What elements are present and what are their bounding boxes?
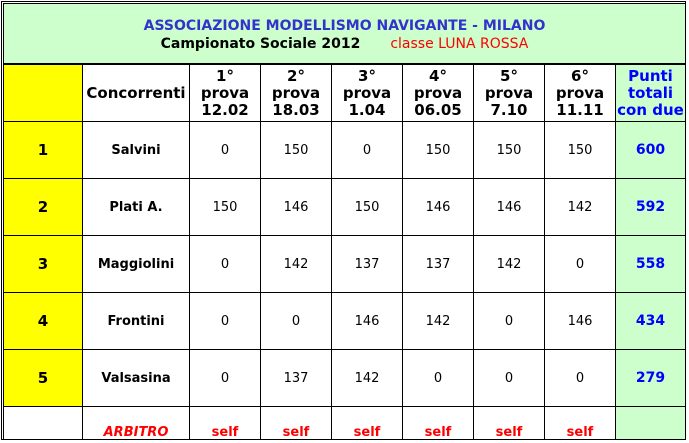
boat-class: classe LUNA ROSSA [390,36,529,52]
table-row: 2 Plati A. 150 146 150 146 146 142 592 [4,178,685,236]
score-cell: 137 [260,349,332,407]
championship-name: Campionato Sociale 2012 [160,36,361,52]
position-cell: 5 [4,349,83,407]
results-table: Concorrenti 1° prova 12.02 2° prova 18.03 3° pr… [4,64,685,439]
round-header-line: prova [484,83,534,102]
score-cell: 0 [473,349,545,407]
competitor-name: Plati A. [82,178,190,236]
score-cell: 0 [189,121,261,179]
round-header: 1° prova 12.02 [189,64,261,122]
competitor-name: Valsasina [82,349,190,407]
score-cell: 0 [544,235,616,293]
table-row: 3 Maggiolini 0 142 137 137 142 0 558 [4,235,685,293]
table-row: 4 Frontini 0 0 146 142 0 146 434 [4,292,685,350]
score-cell: 150 [402,121,474,179]
round-header-line: 1° [216,66,234,85]
score-cell: 146 [473,178,545,236]
score-cell: 150 [189,178,261,236]
total-header: Punti totali con due [615,64,685,122]
competitor-name: Salvini [82,121,190,179]
score-cell: 0 [189,235,261,293]
championship-subtitle: Campionato Sociale 2012 classe LUNA ROSSA [4,35,685,53]
referee-cell: self [473,406,545,439]
round-header-line: prova [413,83,463,102]
referee-cell: self [331,406,403,439]
round-header-line: 11.11 [556,100,604,119]
total-cell: 558 [615,235,685,293]
referee-cell: self [402,406,474,439]
referee-cell: self [260,406,332,439]
round-header-line: 18.03 [272,100,320,119]
competitor-name: Frontini [82,292,190,350]
total-cell: 600 [615,121,685,179]
score-cell: 0 [331,121,403,179]
total-header-line: con due [617,100,684,119]
results-panel: ASSOCIAZIONE MODELLISMO NAVIGANTE - MILA… [3,3,686,440]
round-header: 3° prova 1.04 [331,64,403,122]
score-cell: 146 [331,292,403,350]
position-cell: 1 [4,121,83,179]
round-header-line: prova [342,83,392,102]
score-cell: 150 [473,121,545,179]
score-cell: 137 [331,235,403,293]
round-header-line: 3° [358,66,376,85]
referee-label: ARBITRO [82,406,190,439]
total-header-line: Punti [628,66,673,85]
score-cell: 146 [402,178,474,236]
total-cell: 592 [615,178,685,236]
column-header-row: Concorrenti 1° prova 12.02 2° prova 18.03 3° pr… [4,64,685,122]
score-cell: 142 [473,235,545,293]
referee-row: ARBITRO self self self self self self [4,406,685,439]
round-header-line: 06.05 [414,100,462,119]
score-cell: 142 [260,235,332,293]
score-cell: 0 [473,292,545,350]
score-cell: 150 [260,121,332,179]
table-row: 1 Salvini 0 150 0 150 150 150 600 [4,121,685,179]
association-title: ASSOCIAZIONE MODELLISMO NAVIGANTE - MILA… [143,18,546,34]
total-cell: 279 [615,349,685,407]
score-cell: 146 [544,292,616,350]
empty-cell [4,406,83,439]
score-cell: 150 [331,178,403,236]
round-header: 5° prova 7.10 [473,64,545,122]
round-header-line: 4° [429,66,447,85]
round-header: 6° prova 11.11 [544,64,616,122]
score-cell: 137 [402,235,474,293]
competitor-name: Maggiolini [82,235,190,293]
score-cell: 0 [544,349,616,407]
round-header-line: prova [200,83,250,102]
position-cell: 4 [4,292,83,350]
score-cell: 146 [260,178,332,236]
empty-total-cell [615,406,685,439]
competitors-header: Concorrenti [82,64,190,122]
score-cell: 142 [331,349,403,407]
position-header [4,64,83,122]
score-cell: 142 [402,292,474,350]
referee-cell: self [544,406,616,439]
round-header-line: 7.10 [490,100,528,119]
table-header-banner: ASSOCIAZIONE MODELLISMO NAVIGANTE - MILA… [4,4,685,64]
round-header-line: prova [271,83,321,102]
score-cell: 0 [260,292,332,350]
round-header: 4° prova 06.05 [402,64,474,122]
score-cell: 150 [544,121,616,179]
score-cell: 0 [189,292,261,350]
referee-cell: self [189,406,261,439]
round-header-line: 1.04 [348,100,386,119]
round-header-line: 6° [571,66,589,85]
round-header-line: 5° [500,66,518,85]
round-header-line: 12.02 [201,100,249,119]
score-cell: 142 [544,178,616,236]
round-header-line: 2° [287,66,305,85]
total-header-line: totali [627,83,674,102]
position-cell: 2 [4,178,83,236]
score-cell: 0 [189,349,261,407]
round-header: 2° prova 18.03 [260,64,332,122]
total-cell: 434 [615,292,685,350]
round-header-line: prova [555,83,605,102]
table-row: 5 Valsasina 0 137 142 0 0 0 279 [4,349,685,407]
score-cell: 0 [402,349,474,407]
position-cell: 3 [4,235,83,293]
